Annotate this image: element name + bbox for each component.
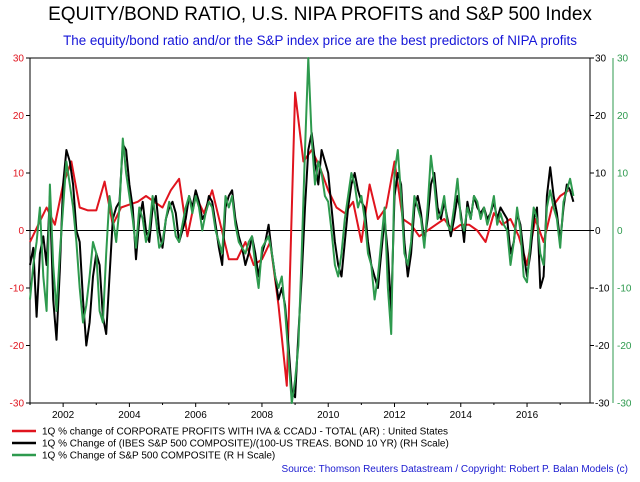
legend-label-2: 1Q % Change of (IBES S&P 500 COMPOSITE)/…: [42, 439, 449, 450]
x-axis-tick-label: 2010: [317, 410, 340, 421]
right-axis-tick-label-green: 0: [617, 226, 623, 237]
right-axis-tick-label-black: 20: [595, 111, 607, 122]
right-axis-tick-label-black: -30: [595, 399, 610, 410]
x-axis-tick-label: 2006: [185, 410, 208, 421]
right-axis-tick-label-black: 0: [595, 226, 601, 237]
right-axis-tick-label-green: 20: [617, 111, 629, 122]
right-axis-tick-label-black: 10: [595, 169, 607, 180]
right-axis-tick-label-black: -10: [595, 284, 610, 295]
right-axis-tick-label-black: -20: [595, 341, 610, 352]
x-axis-tick-label: 2014: [450, 410, 473, 421]
right-axis-tick-label-black: 30: [595, 54, 607, 65]
right-axis-tick-label-green: 10: [617, 169, 629, 180]
left-axis-tick-label: -30: [10, 399, 25, 410]
chart-source: Source: Thomson Reuters Datastream / Cop…: [281, 464, 628, 475]
x-axis-tick-label: 2008: [251, 410, 274, 421]
chart-subtitle: The equity/bond ratio and/or the S&P ind…: [63, 33, 577, 48]
right-axis-tick-label-green: 30: [617, 54, 629, 65]
left-axis-tick-label: 10: [13, 169, 25, 180]
right-axis-tick-label-green: -20: [617, 341, 632, 352]
right-axis-tick-label-green: -10: [617, 284, 632, 295]
left-axis-tick-label: 0: [18, 226, 24, 237]
chart-title: EQUITY/BOND RATIO, U.S. NIPA PROFITS and…: [48, 4, 592, 25]
left-axis-tick-label: -20: [10, 341, 25, 352]
x-axis-tick-label: 2004: [118, 410, 141, 421]
left-axis-tick-label: -10: [10, 284, 25, 295]
x-axis-tick-label: 2016: [516, 410, 539, 421]
left-axis-tick-label: 20: [13, 111, 25, 122]
left-axis-tick-label: 30: [13, 54, 25, 65]
series-line-3: [29, 57, 575, 404]
x-axis-tick-label: 2012: [383, 410, 406, 421]
x-axis-tick-label: 2002: [52, 410, 75, 421]
right-axis-tick-label-green: -30: [617, 399, 632, 410]
legend-label-1: 1Q % change of CORPORATE PROFITS WITH IV…: [42, 427, 448, 438]
legend-label-3: 1Q % Change of S&P 500 COMPOSITE (R H Sc…: [42, 451, 275, 462]
